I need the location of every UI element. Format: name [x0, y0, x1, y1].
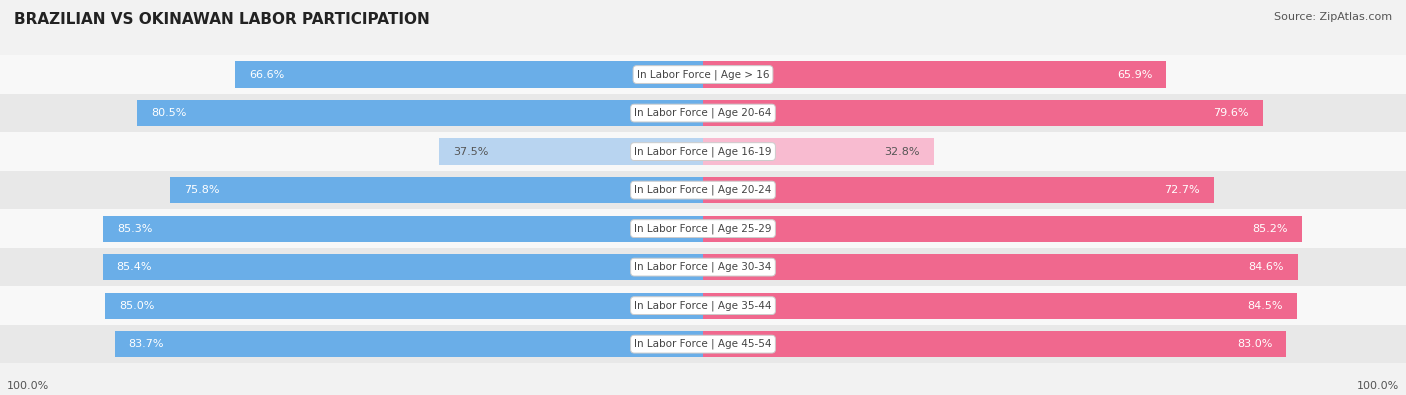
Bar [703, 216, 1302, 242]
Bar [703, 100, 1263, 126]
Text: In Labor Force | Age 25-29: In Labor Force | Age 25-29 [634, 223, 772, 234]
Bar [104, 216, 703, 242]
Bar [0, 248, 1406, 286]
Bar [0, 325, 1406, 363]
Text: 84.6%: 84.6% [1249, 262, 1284, 272]
Text: 83.0%: 83.0% [1237, 339, 1272, 349]
Text: In Labor Force | Age 20-24: In Labor Force | Age 20-24 [634, 185, 772, 196]
Text: In Labor Force | Age 35-44: In Labor Force | Age 35-44 [634, 300, 772, 311]
Text: 84.5%: 84.5% [1247, 301, 1282, 310]
Text: 79.6%: 79.6% [1213, 108, 1249, 118]
Bar [0, 132, 1406, 171]
Text: In Labor Force | Age 30-34: In Labor Force | Age 30-34 [634, 262, 772, 273]
Text: 85.3%: 85.3% [117, 224, 153, 233]
Text: 65.9%: 65.9% [1116, 70, 1153, 79]
Bar [0, 171, 1406, 209]
Bar [0, 209, 1406, 248]
Bar [703, 62, 1167, 88]
Bar [703, 331, 1286, 357]
Bar [703, 293, 1296, 319]
Bar [439, 139, 703, 165]
Bar [235, 62, 703, 88]
Text: 66.6%: 66.6% [249, 70, 284, 79]
Text: 100.0%: 100.0% [1357, 381, 1399, 391]
Text: 85.2%: 85.2% [1253, 224, 1288, 233]
Text: 75.8%: 75.8% [184, 185, 219, 195]
Bar [114, 331, 703, 357]
Text: 32.8%: 32.8% [884, 147, 920, 156]
Text: In Labor Force | Age > 16: In Labor Force | Age > 16 [637, 69, 769, 80]
Text: BRAZILIAN VS OKINAWAN LABOR PARTICIPATION: BRAZILIAN VS OKINAWAN LABOR PARTICIPATIO… [14, 12, 430, 27]
Bar [0, 286, 1406, 325]
Bar [138, 100, 703, 126]
Bar [103, 254, 703, 280]
Text: 37.5%: 37.5% [453, 147, 489, 156]
Text: 80.5%: 80.5% [152, 108, 187, 118]
Bar [0, 55, 1406, 94]
Text: 100.0%: 100.0% [7, 381, 49, 391]
Text: Source: ZipAtlas.com: Source: ZipAtlas.com [1274, 12, 1392, 22]
Text: In Labor Force | Age 16-19: In Labor Force | Age 16-19 [634, 146, 772, 157]
Bar [703, 177, 1215, 203]
Text: In Labor Force | Age 45-54: In Labor Force | Age 45-54 [634, 339, 772, 350]
Text: 85.4%: 85.4% [117, 262, 152, 272]
Bar [0, 94, 1406, 132]
Text: 72.7%: 72.7% [1164, 185, 1201, 195]
Bar [703, 139, 934, 165]
Bar [105, 293, 703, 319]
Bar [703, 254, 1298, 280]
Text: 83.7%: 83.7% [129, 339, 165, 349]
Text: In Labor Force | Age 20-64: In Labor Force | Age 20-64 [634, 108, 772, 118]
Bar [170, 177, 703, 203]
Text: 85.0%: 85.0% [120, 301, 155, 310]
